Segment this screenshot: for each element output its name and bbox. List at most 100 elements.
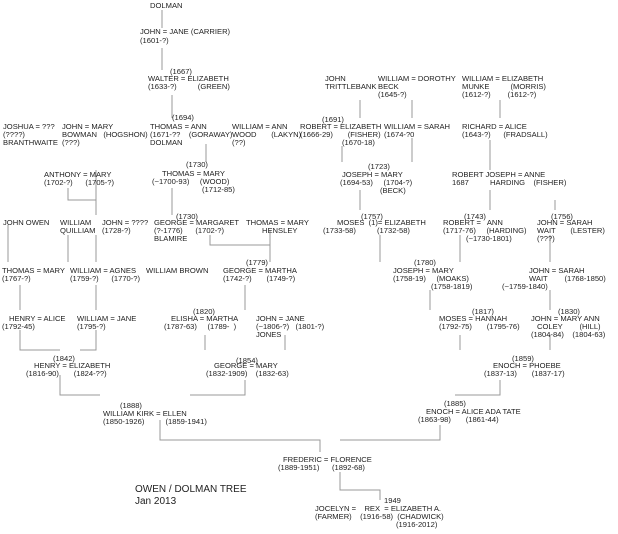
label-81: JOHN = SARAH — [529, 266, 585, 275]
label-55: (1728-?) — [102, 226, 131, 235]
label-116: FREDERIC = FLORENCE — [283, 455, 372, 464]
label-7: TRITTLEBANK — [325, 82, 377, 91]
label-52: WILLIAM — [60, 218, 92, 227]
label-79: (1758-19) (MOAKS) — [393, 274, 469, 283]
label-114: ENOCH = ALICE ADA TATE — [426, 407, 521, 416]
label-14: (1694) — [172, 113, 194, 122]
label-115: (1863-98) (1861-44) — [418, 415, 499, 424]
label-67: WAIT (LESTER) — [537, 226, 605, 235]
label-19: JOHN = MARY — [62, 122, 114, 131]
label-69: (1779) — [246, 258, 268, 267]
label-25: WILLIAM = ANN — [232, 122, 288, 131]
label-84: (1820) — [193, 307, 215, 316]
label-77: (1742-?) (1749-?) — [223, 274, 296, 283]
label-50: (1756) — [551, 212, 573, 221]
label-91: ELISHA = MARTHA — [171, 314, 239, 323]
label-51: JOHN OWEN — [3, 218, 50, 227]
label-113: (1850-1926) (1859-1941) — [103, 417, 207, 426]
label-42: (BECK) — [380, 186, 406, 195]
label-2: (1601-?) — [140, 36, 169, 45]
label-24: DOLMAN — [150, 138, 183, 147]
label-68: (???) — [537, 234, 555, 243]
label-53: QUILLIAM — [60, 226, 96, 235]
label-8: WILLIAM = DOROTHY — [378, 74, 456, 83]
label-66: JOHN = SARAH — [537, 218, 593, 227]
label-9: BECK — [378, 82, 399, 91]
label-28: ROBERT = ELIZABETH — [300, 122, 382, 131]
label-80: (1758-1819) — [431, 282, 473, 291]
label-20: BOWMAN (HOGSHON) — [62, 130, 148, 139]
label-94: (~1806-?) (1801-?) — [256, 322, 325, 331]
label-15: (1691) — [322, 115, 344, 124]
label-119: JOCELYN = REX = ELIZABETH A. — [315, 504, 442, 513]
label-36: (1723) — [368, 162, 390, 171]
label-21: (???) — [62, 138, 80, 147]
label-56: GEORGE = MARGARET — [154, 218, 240, 227]
label-58: BLAMIRE — [154, 234, 188, 243]
label-23: (1671-?? (GORAWAY) — [150, 130, 233, 139]
label-29: (1666-29) (FISHER) — [300, 130, 381, 139]
label-99: COLEY (HILL) — [537, 322, 601, 331]
label-118: 1949 — [384, 496, 401, 505]
label-41: (1694-53) (1704-?) — [340, 178, 413, 187]
label-57: (?-1776) (1702-?) — [154, 226, 225, 235]
diagram-date: Jan 2013 — [135, 496, 177, 507]
label-107: (1832-1909) (1832-63) — [206, 369, 289, 378]
label-61: MOSES (1)= ELIZABETH — [337, 218, 426, 227]
label-46: 1687 HARDING (FISHER) — [452, 178, 567, 187]
label-88: (1792-45) — [2, 322, 35, 331]
label-93: JOHN = JANE — [256, 314, 305, 323]
label-32: (1674-?0 — [384, 130, 415, 139]
label-45: ROBERT JOSEPH = ANNE — [452, 170, 546, 179]
label-106: GEORGE = MARY — [214, 361, 278, 370]
label-108: ENOCH = PHOEBE — [493, 361, 561, 370]
label-27: (??) — [232, 138, 246, 147]
label-76: GEORGE = MARTHA — [223, 266, 297, 275]
label-39: (1712-85) — [202, 185, 235, 194]
label-48: (1757) — [361, 212, 383, 221]
label-96: MOSES = HANNAH — [439, 314, 508, 323]
label-111: (1885) — [444, 399, 466, 408]
label-59: THOMAS = MARY — [246, 218, 309, 227]
label-35: (1730) — [186, 160, 208, 169]
label-63: ROBERT = ANN — [443, 218, 503, 227]
label-117: (1889-1951) (1892-68) — [278, 463, 365, 472]
label-89: WILLIAM = JANE — [77, 314, 137, 323]
label-95: JONES — [256, 330, 282, 339]
label-104: HENRY = ELIZABETH — [34, 361, 111, 370]
label-18: BRANTHWAITE — [3, 138, 58, 147]
label-65: (~1730-1801) — [466, 234, 512, 243]
label-102: (1854) — [236, 356, 258, 365]
label-43: ANTHONY = MARY — [44, 170, 112, 179]
label-103: (1859) — [512, 354, 534, 363]
label-87: HENRY = ALICE — [9, 314, 66, 323]
label-98: JOHN = MARY ANN — [531, 314, 600, 323]
label-5: (1633-?) (GREEN) — [148, 82, 230, 91]
label-31: WILLIAM = SARAH — [384, 122, 451, 131]
label-92: (1787-63) (1789- ) — [164, 322, 237, 331]
label-74: (1759-?) (1770-?) — [70, 274, 141, 283]
label-112: WILLIAM KIRK = ELLEN — [103, 409, 187, 418]
label-73: WILLIAM = AGNES — [70, 266, 137, 275]
label-101: (1842) — [53, 354, 75, 363]
label-82: WAIT (1768-1850) — [529, 274, 606, 283]
label-78: JOSEPH = MARY — [393, 266, 454, 275]
label-4: WALTER = ELIZABETH — [148, 74, 229, 83]
label-110: (1888) — [120, 401, 142, 410]
label-6: JOHN — [325, 74, 346, 83]
label-16: JOSHUA = ??? — [3, 122, 55, 131]
label-83: (~1759-1840) — [502, 282, 548, 291]
label-34: (1643-?) (FRADSALL) — [462, 130, 548, 139]
label-62: (1733-58) (1732-58) — [323, 226, 410, 235]
label-17: (????) — [3, 130, 25, 139]
label-109: (1837-13) (1837-17) — [484, 369, 565, 378]
label-10: (1645-?) — [378, 90, 407, 99]
label-75: WILLIAM BROWN — [146, 266, 209, 275]
label-0: DOLMAN — [150, 1, 183, 10]
label-100: (1804-84) (1804-63) — [531, 330, 606, 339]
label-54: JOHN = ???? — [102, 218, 151, 227]
label-72: (1767-?) — [2, 274, 31, 283]
diagram-title: OWEN / DOLMAN TREE — [135, 484, 247, 495]
label-90: (1795-?) — [77, 322, 106, 331]
